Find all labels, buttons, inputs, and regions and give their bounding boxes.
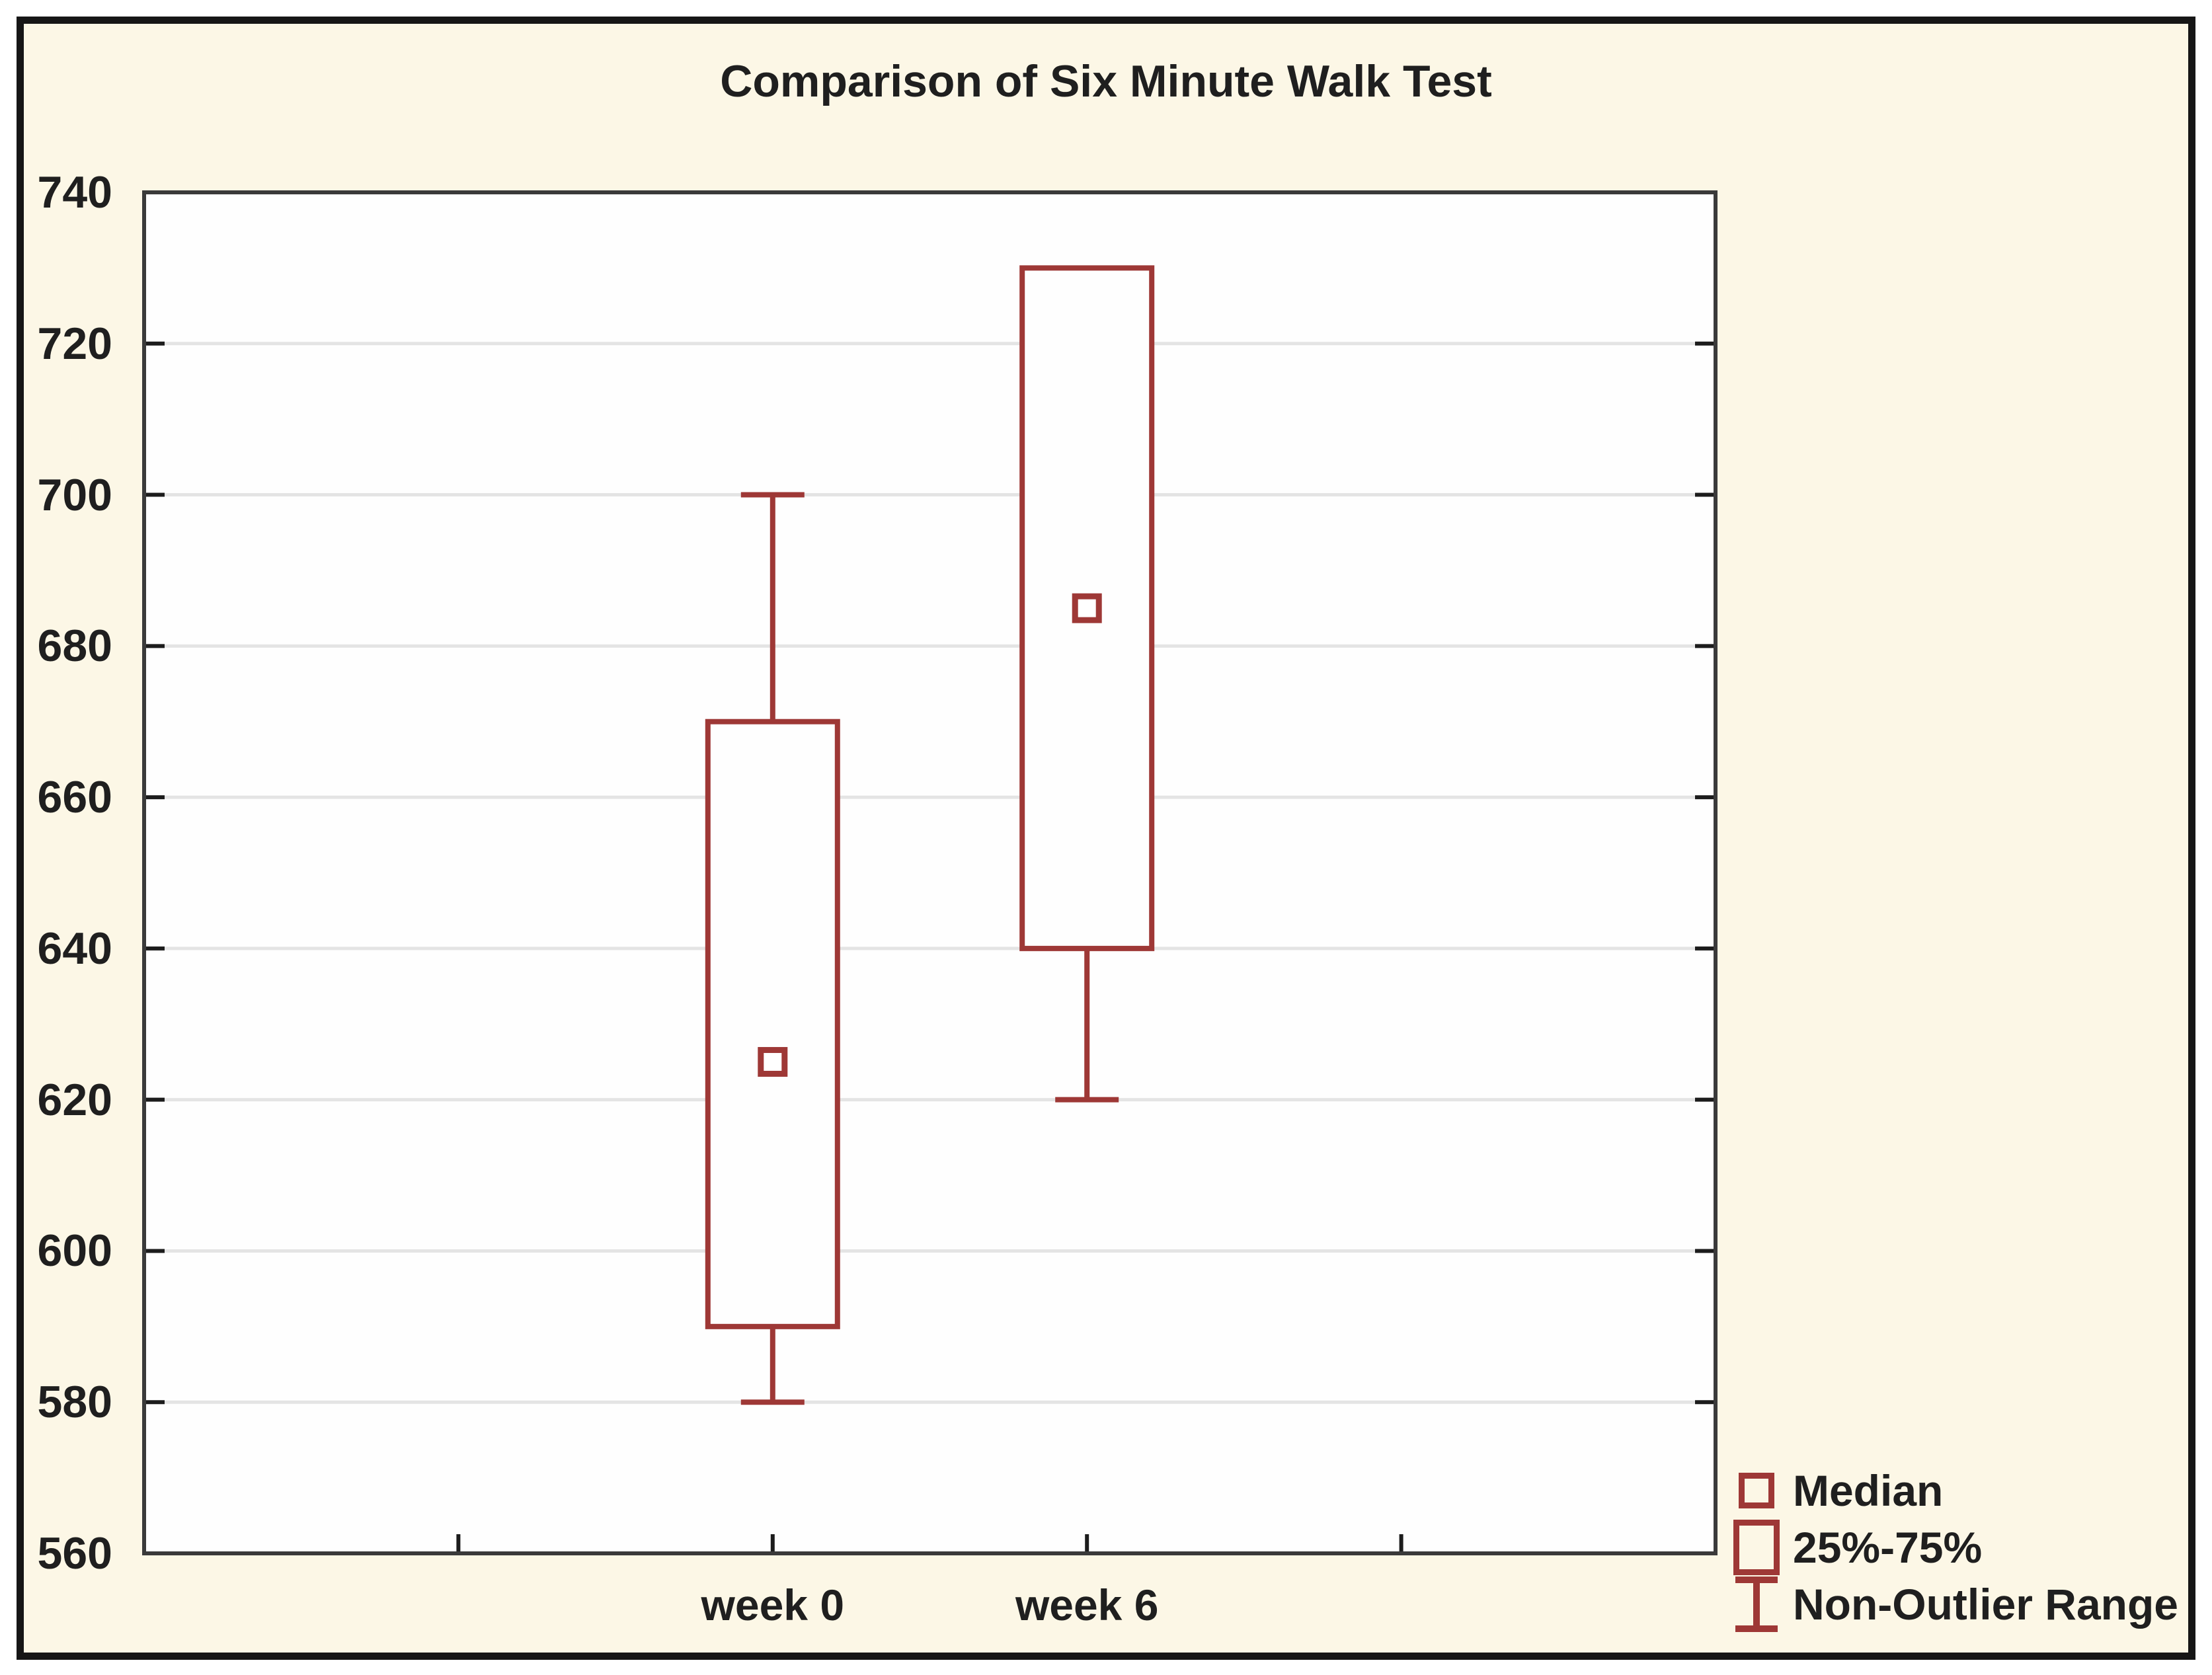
median-marker-week-0 (758, 1046, 788, 1077)
y-tick-label-600: 600 (37, 1226, 112, 1276)
chart-title: Comparison of Six Minute Walk Test (720, 56, 1492, 106)
x-axis-label-week-0: week 0 (701, 1580, 845, 1629)
y-tick-label-720: 720 (37, 318, 112, 369)
y-tick-label-580: 580 (37, 1377, 112, 1428)
legend-label-median: Median (1793, 1466, 1944, 1515)
plot-background (144, 192, 1716, 1553)
legend-label-iqr: 25%-75% (1793, 1523, 1983, 1572)
y-tick-label-560: 560 (37, 1528, 112, 1578)
legend-row-non-outlier-range: Non-Outlier Range (1727, 1576, 2178, 1633)
y-tick-label-740: 740 (37, 167, 112, 217)
y-tick-label-640: 640 (37, 923, 112, 974)
x-axis-label-week-6: week 6 (1015, 1580, 1159, 1629)
legend-row-median: Median (1727, 1462, 2178, 1519)
legend-label-non-outlier-range: Non-Outlier Range (1793, 1580, 2179, 1629)
y-tick-label-700: 700 (37, 469, 112, 520)
y-tick-label-660: 660 (37, 772, 112, 823)
median-marker-week-6 (1072, 593, 1102, 623)
median-square-icon (1739, 1473, 1774, 1508)
plot-frame (142, 190, 1718, 1555)
y-tick-label-620: 620 (37, 1074, 112, 1125)
iqr-box-week-0 (705, 719, 840, 1329)
legend: Median 25%-75% Non-Outlier Range (1727, 1462, 2178, 1633)
box-rect-icon (1733, 1520, 1780, 1575)
whisker-ibeam-icon (1735, 1577, 1778, 1632)
y-tick-label-680: 680 (37, 621, 112, 672)
legend-row-iqr: 25%-75% (1727, 1519, 2178, 1576)
